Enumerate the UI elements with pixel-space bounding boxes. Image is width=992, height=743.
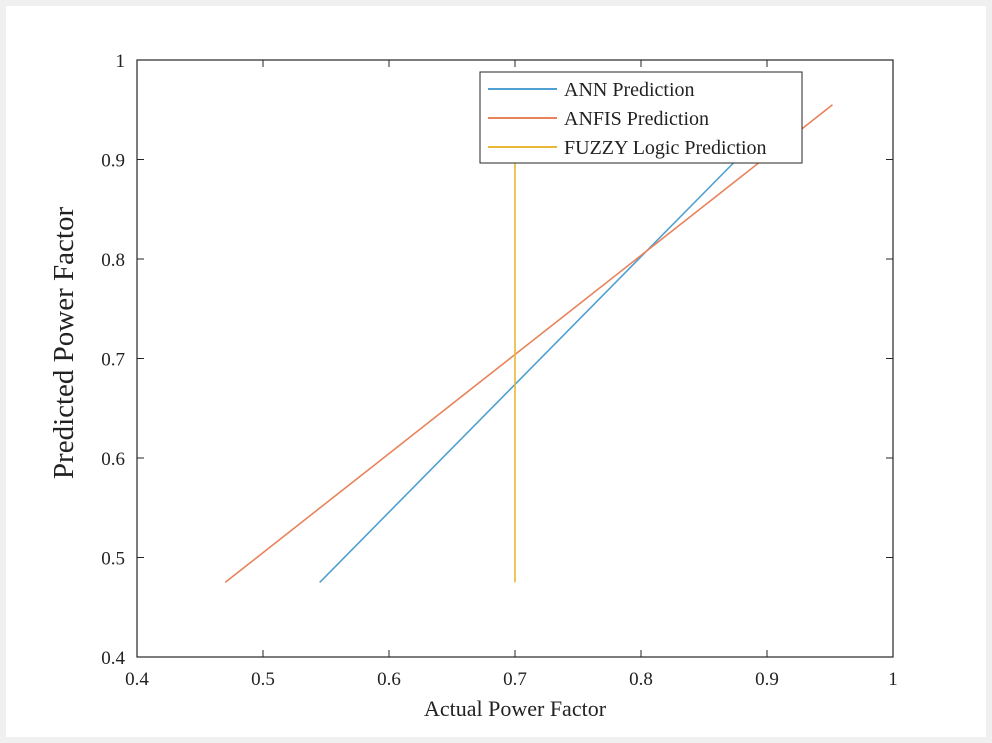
y-tick-label: 0.5 — [101, 549, 125, 570]
y-tick-label: 0.4 — [101, 648, 125, 669]
x-tick-label: 1 — [888, 669, 898, 690]
y-tick-label: 0.8 — [101, 250, 125, 271]
ticks-layer: 0.4 0.5 0.6 0.7 0.8 0.9 1 0.4 0.5 0.6 0.7 0.8 0.9 1 — [101, 51, 898, 690]
series-line-0 — [319, 153, 743, 583]
legend-label: ANFIS Prediction — [564, 108, 709, 130]
legend-label: ANN Prediction — [564, 79, 695, 101]
legend: ANN Prediction ANFIS Prediction FUZZY Logi… — [479, 71, 803, 164]
y-tick-label: 0.9 — [101, 151, 125, 172]
y-tick-label: 0.7 — [101, 350, 125, 371]
x-axis-label: Actual Power Factor — [424, 696, 607, 721]
x-tick-label: 0.7 — [503, 669, 527, 690]
series-line-1 — [224, 104, 833, 584]
legend-label: FUZZY Logic Prediction — [564, 137, 767, 159]
series-layer — [224, 104, 833, 584]
x-tick-label: 0.5 — [251, 669, 275, 690]
x-tick-label: 0.9 — [755, 669, 779, 690]
figure-canvas: 0.4 0.5 0.6 0.7 0.8 0.9 1 0.4 0.5 0.6 0.7 0.8 0.9 1 A… — [6, 6, 986, 737]
x-tick-label: 0.4 — [125, 669, 149, 690]
y-tick-label: 0.6 — [101, 449, 125, 470]
x-tick-label: 0.8 — [629, 669, 653, 690]
y-tick-label: 1 — [116, 51, 126, 72]
x-tick-label: 0.6 — [377, 669, 401, 690]
y-axis-label: Predicted Power Factor — [48, 207, 80, 480]
chart: 0.4 0.5 0.6 0.7 0.8 0.9 1 0.4 0.5 0.6 0.7 0.8 0.9 1 A… — [48, 51, 898, 721]
